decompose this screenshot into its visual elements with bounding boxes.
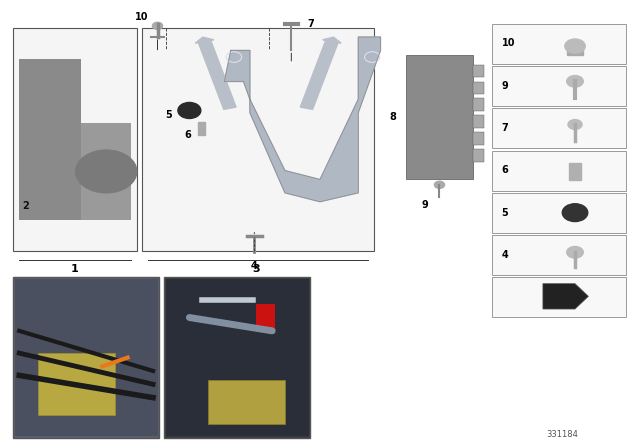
Text: 7: 7 bbox=[502, 123, 508, 133]
Circle shape bbox=[435, 181, 445, 188]
Bar bbox=[406, 55, 473, 180]
Text: 3: 3 bbox=[252, 264, 260, 274]
Text: 5: 5 bbox=[165, 110, 172, 120]
Text: 4: 4 bbox=[251, 261, 258, 271]
Bar bbox=[492, 235, 626, 275]
Text: 10: 10 bbox=[502, 39, 515, 48]
Bar bbox=[19, 59, 81, 220]
Bar bbox=[569, 163, 581, 180]
Circle shape bbox=[565, 39, 585, 53]
Bar bbox=[473, 99, 484, 111]
Bar bbox=[13, 28, 137, 251]
Bar bbox=[164, 277, 310, 438]
Bar bbox=[209, 380, 285, 424]
Text: 6: 6 bbox=[184, 130, 191, 140]
Circle shape bbox=[568, 120, 582, 129]
Text: 9: 9 bbox=[421, 199, 428, 210]
Bar bbox=[473, 65, 484, 77]
Circle shape bbox=[76, 150, 137, 193]
Text: 8: 8 bbox=[390, 112, 396, 122]
Bar bbox=[473, 116, 484, 128]
Bar bbox=[166, 279, 308, 436]
Text: 7: 7 bbox=[307, 19, 314, 29]
Bar bbox=[256, 304, 275, 331]
Bar bbox=[492, 277, 626, 318]
Text: 4: 4 bbox=[502, 250, 508, 260]
Bar bbox=[15, 279, 157, 436]
Polygon shape bbox=[543, 284, 588, 309]
Polygon shape bbox=[225, 37, 381, 202]
Circle shape bbox=[563, 204, 588, 222]
Bar bbox=[492, 193, 626, 233]
Circle shape bbox=[567, 246, 583, 258]
Bar bbox=[492, 108, 626, 148]
Bar bbox=[81, 123, 131, 220]
Circle shape bbox=[567, 76, 583, 87]
Bar bbox=[492, 24, 626, 64]
FancyArrow shape bbox=[195, 37, 236, 109]
Bar bbox=[492, 151, 626, 190]
Bar bbox=[492, 66, 626, 106]
Text: 1: 1 bbox=[71, 264, 79, 274]
Bar bbox=[141, 28, 374, 251]
Text: 9: 9 bbox=[502, 81, 508, 91]
Bar bbox=[568, 47, 582, 55]
Bar bbox=[38, 353, 115, 415]
Circle shape bbox=[178, 103, 201, 118]
Text: 10: 10 bbox=[134, 12, 148, 22]
FancyArrow shape bbox=[300, 37, 341, 109]
Bar bbox=[473, 82, 484, 94]
Bar bbox=[13, 277, 159, 438]
Text: 2: 2 bbox=[22, 201, 29, 211]
Bar bbox=[473, 149, 484, 162]
Text: 331184: 331184 bbox=[546, 430, 578, 439]
Bar bbox=[198, 122, 205, 135]
Text: 5: 5 bbox=[502, 207, 508, 218]
Circle shape bbox=[152, 22, 163, 30]
Text: 6: 6 bbox=[502, 165, 508, 175]
Bar bbox=[473, 132, 484, 145]
